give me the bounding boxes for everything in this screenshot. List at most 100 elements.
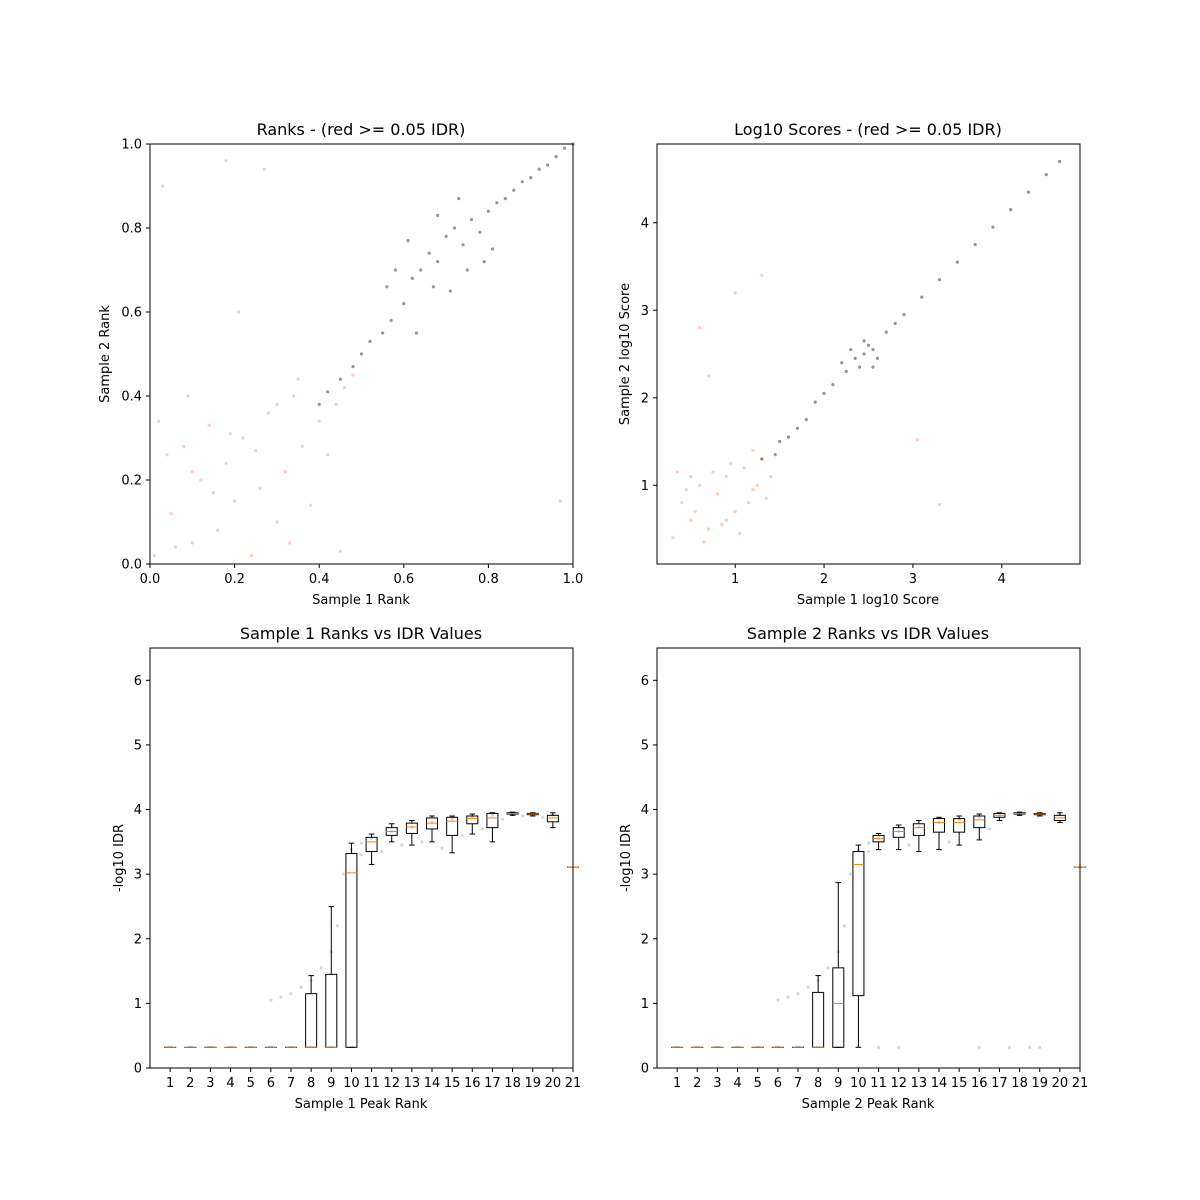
x-tick-label: 1.0 — [563, 572, 584, 587]
x-tick-label: 0.4 — [309, 572, 330, 587]
scatter-point — [1044, 173, 1048, 177]
scatter-point — [698, 326, 702, 330]
idr-point — [1038, 1045, 1042, 1049]
scatter-point — [902, 313, 906, 317]
scatter-point — [419, 268, 423, 272]
sample1-idr-chart-title: Sample 1 Ranks vs IDR Values — [240, 624, 482, 643]
axes-frame — [149, 647, 574, 1069]
x-tick-label: 5 — [754, 1076, 762, 1091]
scatter-point — [368, 339, 372, 343]
x-tick-label: 1 — [166, 1076, 174, 1091]
box-body — [305, 993, 318, 1048]
scatter-point — [702, 540, 706, 544]
scatter-point — [414, 331, 419, 335]
scatter-point — [795, 426, 800, 430]
idr-point — [947, 840, 951, 844]
scatter-point — [292, 394, 296, 398]
idr-point — [269, 998, 273, 1002]
idr-point — [279, 995, 283, 999]
scatter-point — [190, 541, 194, 545]
scatter-point — [300, 444, 304, 448]
scatter-point — [169, 511, 173, 516]
sample2-idr-chart-title: Sample 2 Ranks vs IDR Values — [747, 624, 989, 643]
y-tick-label: 0 — [641, 1062, 649, 1077]
y-tick-label: 0.2 — [121, 474, 142, 489]
scores-scatter-panel: Log10 Scores - (red >= 0.05 IDR) Sample … — [618, 120, 1081, 608]
idr-point — [866, 841, 871, 845]
axes-frame — [656, 143, 1081, 565]
scatter-point — [742, 466, 746, 470]
y-tick-label: 2 — [641, 391, 649, 406]
scatter-point — [461, 243, 465, 247]
ranks-scatter-panel: Ranks - (red >= 0.05 IDR) Sample 1 Rank … — [98, 120, 583, 608]
idr-point — [359, 841, 364, 845]
scatter-point — [915, 438, 919, 442]
scatter-point — [410, 276, 414, 280]
scatter-point — [684, 488, 688, 492]
scatter-point — [1057, 159, 1062, 164]
scatter-point — [862, 352, 866, 356]
scatter-point — [875, 356, 879, 360]
x-tick-label: 12 — [383, 1076, 400, 1091]
scatter-point — [773, 453, 777, 457]
scatter-point — [228, 432, 232, 436]
x-tick-label: 16 — [971, 1076, 988, 1091]
box-body — [486, 812, 499, 829]
scatter-point — [249, 554, 254, 558]
y-tick-label: 1 — [641, 997, 649, 1012]
scatter-point — [482, 260, 486, 264]
sample2-idr-x-label: Sample 2 Peak Rank — [802, 1097, 935, 1112]
idr-point — [299, 985, 303, 989]
scatter-point — [706, 527, 711, 531]
scatter-point — [338, 377, 342, 381]
scatter-point — [190, 470, 194, 474]
scatter-point — [822, 391, 826, 395]
scatter-point — [275, 402, 279, 406]
scatter-point — [862, 339, 866, 343]
x-tick-label: 9 — [834, 1076, 842, 1091]
x-tick-label: 2 — [186, 1076, 194, 1091]
x-tick-label: 10 — [850, 1076, 867, 1091]
box-body — [546, 814, 559, 823]
box-body — [912, 823, 925, 836]
scatter-point — [173, 545, 177, 549]
scatter-point — [393, 268, 397, 272]
x-tick-label: 9 — [327, 1076, 335, 1091]
scatter-point — [491, 247, 495, 251]
scatter-point — [152, 554, 156, 558]
x-tick-label: 3 — [206, 1076, 214, 1091]
scatter-point — [182, 444, 186, 448]
box-body — [325, 973, 338, 1048]
idr-point — [907, 843, 911, 847]
scatter-point — [1026, 190, 1031, 194]
scatter-point — [844, 369, 848, 374]
scatter-point — [937, 502, 942, 507]
scatter-point — [283, 470, 287, 474]
scatter-point — [871, 365, 875, 369]
scatter-point — [520, 180, 524, 184]
scatter-point — [469, 218, 474, 222]
scatter-point — [746, 501, 751, 505]
x-tick-label: 17 — [991, 1076, 1008, 1091]
scatter-point — [254, 449, 258, 453]
y-tick-label: 3 — [134, 868, 142, 883]
y-tick-label: 3 — [641, 868, 649, 883]
scatter-point — [478, 230, 482, 234]
y-tick-label: 4 — [641, 803, 649, 818]
scatter-point — [317, 402, 321, 406]
scatter-point — [381, 331, 385, 335]
idr-point — [460, 833, 464, 837]
scatter-point — [1009, 208, 1013, 212]
x-tick-label: 4 — [733, 1076, 741, 1091]
scatter-point — [241, 436, 245, 440]
scatter-point — [287, 541, 292, 545]
scatter-point — [991, 225, 995, 229]
y-tick-label: 2 — [641, 932, 649, 947]
sample1-idr-box-panel: Sample 1 Ranks vs IDR Values Sample 1 Pe… — [112, 624, 581, 1112]
idr-point — [480, 827, 484, 831]
scatter-point — [937, 278, 942, 282]
box-body — [973, 815, 986, 829]
scatter-point — [224, 461, 228, 465]
idr-point — [380, 849, 384, 854]
scatter-point — [512, 188, 516, 192]
